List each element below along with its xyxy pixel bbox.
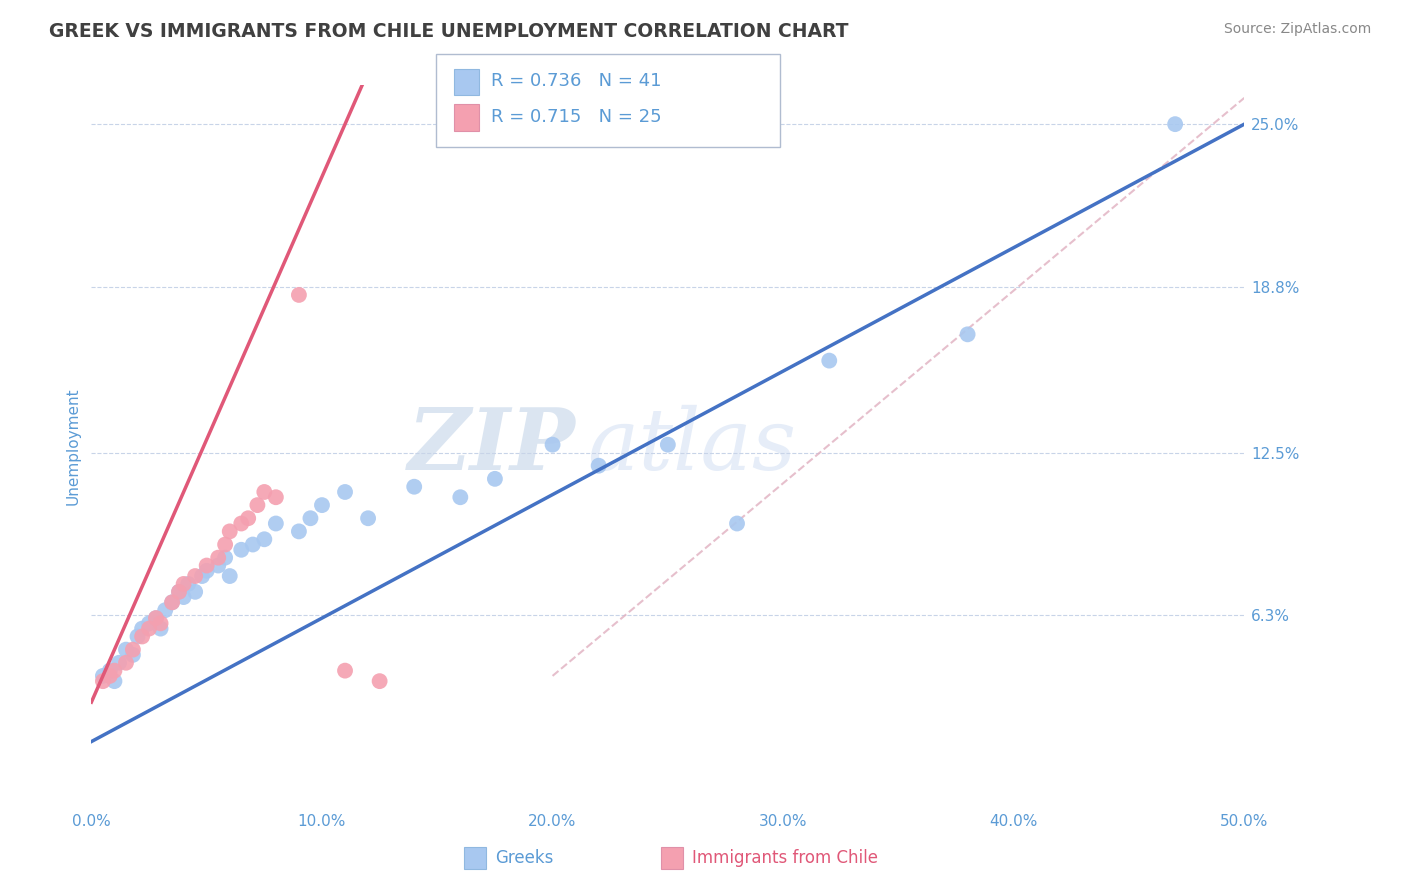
Point bbox=[368, 674, 391, 689]
Point bbox=[264, 516, 287, 531]
Point bbox=[238, 511, 260, 525]
Point bbox=[588, 458, 610, 473]
Point bbox=[145, 611, 167, 625]
Text: Source: ZipAtlas.com: Source: ZipAtlas.com bbox=[1223, 22, 1371, 37]
Point bbox=[149, 622, 172, 636]
Point bbox=[333, 485, 356, 500]
Point bbox=[122, 648, 145, 662]
Point bbox=[253, 485, 276, 500]
Point bbox=[725, 516, 748, 531]
Point bbox=[167, 584, 190, 599]
Point bbox=[191, 569, 214, 583]
Point bbox=[231, 542, 253, 557]
Point bbox=[145, 611, 167, 625]
Point bbox=[131, 630, 153, 644]
Point bbox=[956, 327, 979, 342]
Point bbox=[91, 674, 114, 689]
Point bbox=[231, 516, 253, 531]
Point bbox=[138, 616, 160, 631]
Point bbox=[311, 498, 333, 512]
Point bbox=[177, 577, 200, 591]
Point bbox=[299, 511, 322, 525]
Text: GREEK VS IMMIGRANTS FROM CHILE UNEMPLOYMENT CORRELATION CHART: GREEK VS IMMIGRANTS FROM CHILE UNEMPLOYM… bbox=[49, 22, 849, 41]
Point bbox=[242, 537, 264, 551]
Point bbox=[160, 595, 183, 609]
Point bbox=[184, 569, 207, 583]
Point bbox=[115, 642, 138, 657]
Point bbox=[404, 480, 426, 494]
Point bbox=[131, 622, 153, 636]
Point bbox=[541, 438, 564, 452]
Point bbox=[264, 490, 287, 504]
Point bbox=[98, 669, 121, 683]
Point bbox=[288, 288, 311, 302]
Point bbox=[153, 603, 176, 617]
Point bbox=[1164, 117, 1187, 131]
Point bbox=[160, 595, 183, 609]
Point bbox=[357, 511, 380, 525]
Point bbox=[253, 533, 276, 547]
Point bbox=[108, 656, 131, 670]
Point bbox=[207, 550, 229, 565]
Point bbox=[818, 353, 841, 368]
Point bbox=[173, 590, 195, 604]
Point bbox=[167, 584, 190, 599]
Text: Greeks: Greeks bbox=[495, 849, 554, 867]
Point bbox=[207, 558, 229, 573]
Text: R = 0.736   N = 41: R = 0.736 N = 41 bbox=[491, 72, 661, 90]
Point bbox=[214, 550, 236, 565]
Point bbox=[149, 616, 172, 631]
Point bbox=[218, 569, 240, 583]
Point bbox=[173, 577, 195, 591]
Text: Immigrants from Chile: Immigrants from Chile bbox=[692, 849, 877, 867]
Y-axis label: Unemployment: Unemployment bbox=[65, 387, 80, 505]
Point bbox=[333, 664, 356, 678]
Point bbox=[288, 524, 311, 539]
Point bbox=[484, 472, 506, 486]
Point bbox=[103, 674, 125, 689]
Point bbox=[122, 642, 145, 657]
Point bbox=[138, 622, 160, 636]
Text: ZIP: ZIP bbox=[408, 404, 575, 488]
Text: R = 0.715   N = 25: R = 0.715 N = 25 bbox=[491, 108, 661, 126]
Point bbox=[246, 498, 269, 512]
Point bbox=[195, 564, 218, 578]
Point bbox=[195, 558, 218, 573]
Point bbox=[184, 584, 207, 599]
Point bbox=[127, 630, 149, 644]
Point bbox=[218, 524, 240, 539]
Point bbox=[115, 656, 138, 670]
Point bbox=[657, 438, 679, 452]
Text: atlas: atlas bbox=[588, 405, 796, 487]
Point bbox=[98, 664, 121, 678]
Point bbox=[103, 664, 125, 678]
Point bbox=[91, 669, 114, 683]
Point bbox=[449, 490, 471, 504]
Point bbox=[214, 537, 236, 551]
